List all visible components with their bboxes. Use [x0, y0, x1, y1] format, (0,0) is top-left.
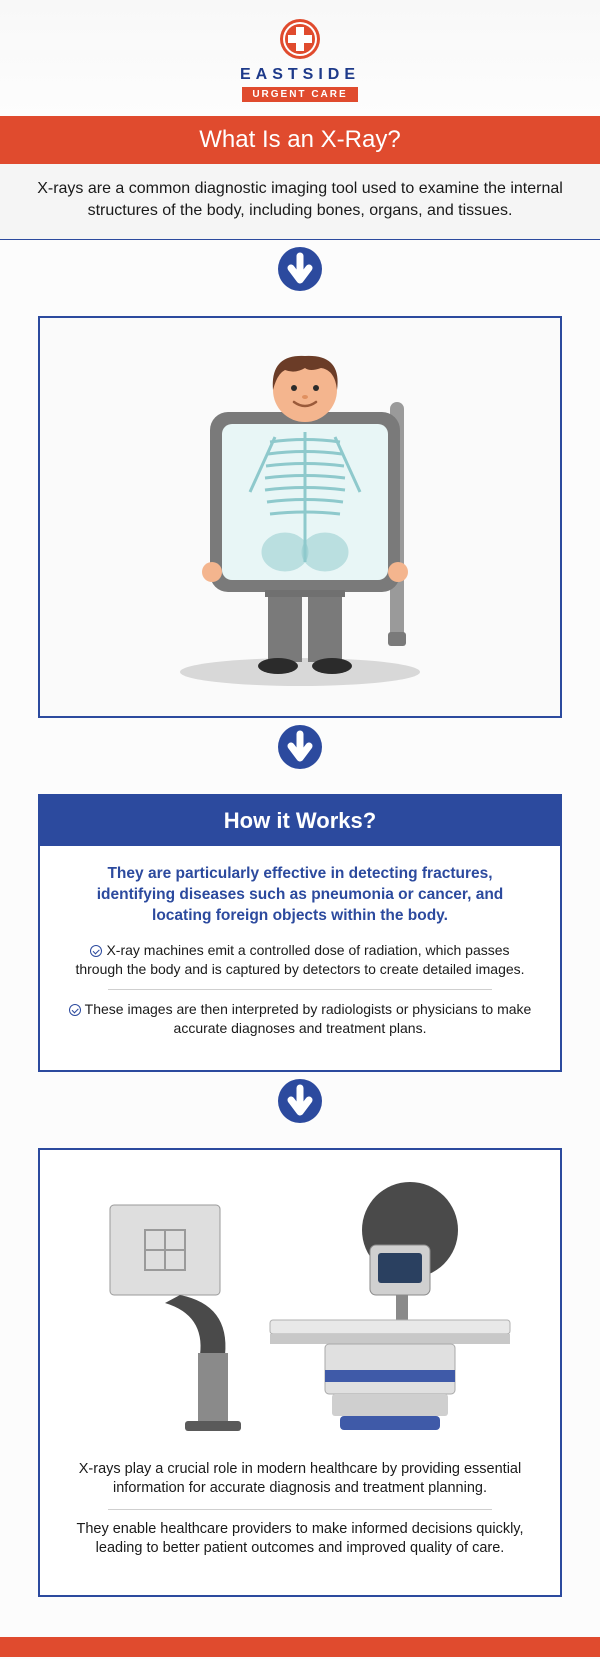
bullet-item: These images are then interpreted by rad…	[68, 1000, 532, 1038]
illustration-panel-1	[38, 316, 562, 718]
main-title: What Is an X-Ray?	[0, 116, 600, 164]
xray-machine-illustration	[68, 1170, 532, 1450]
brand-name-top: EASTSIDE	[240, 66, 360, 84]
equipment-panel: X-rays play a crucial role in modern hea…	[38, 1148, 562, 1597]
divider	[108, 989, 492, 990]
bullet-item: X-ray machines emit a controlled dose of…	[68, 941, 532, 979]
paragraph: X-rays play a crucial role in modern hea…	[68, 1460, 532, 1499]
how-it-works-panel: How it Works? They are particularly effe…	[38, 794, 562, 1071]
check-icon	[69, 1004, 81, 1016]
xray-person-illustration	[40, 318, 560, 716]
paragraph: They enable healthcare providers to make…	[68, 1520, 532, 1559]
medical-cross-icon	[279, 18, 321, 60]
bullet-text: These images are then interpreted by rad…	[85, 1001, 532, 1036]
intro-text: X-rays are a common diagnostic imaging t…	[0, 164, 600, 240]
footer-bar	[0, 1637, 600, 1657]
down-arrow-icon	[0, 240, 600, 316]
down-arrow-icon	[0, 1072, 600, 1148]
brand-logo: EASTSIDE URGENT CARE	[240, 18, 360, 102]
bullet-text: X-ray machines emit a controlled dose of…	[75, 942, 524, 977]
section-header: How it Works?	[40, 796, 560, 846]
divider	[108, 1509, 492, 1510]
check-icon	[90, 945, 102, 957]
header: EASTSIDE URGENT CARE	[0, 0, 600, 116]
section-lead: They are particularly effective in detec…	[68, 864, 532, 927]
brand-name-bottom: URGENT CARE	[242, 87, 357, 102]
down-arrow-icon	[0, 718, 600, 794]
